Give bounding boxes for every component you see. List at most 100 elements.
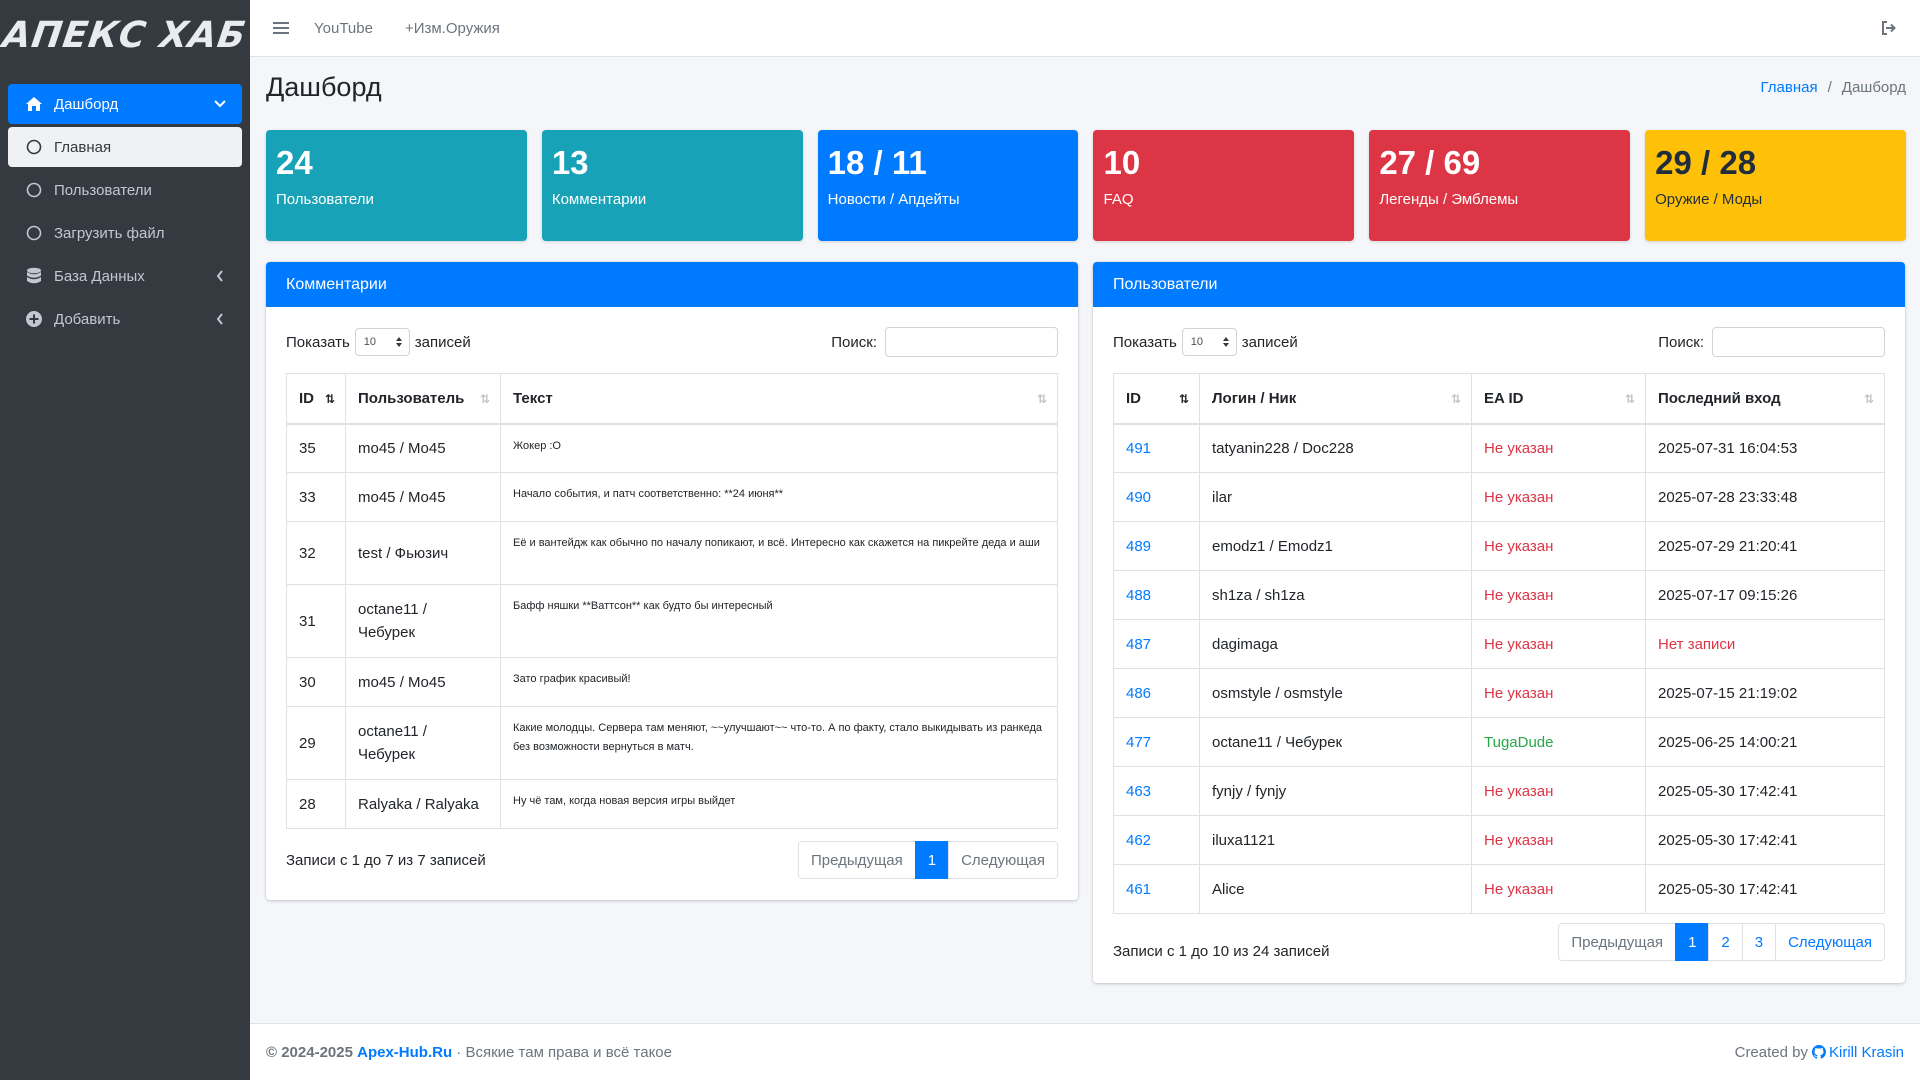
table-row[interactable]: 462 iluxa1121 Не указан 2025-05-30 17:42:41 [1113, 815, 1885, 865]
column-header-user[interactable]: Пользователь ⇅ [345, 373, 501, 425]
comments-length-select[interactable]: 10 [354, 328, 410, 356]
stat-box-comments[interactable]: 13 Комментарии [541, 130, 803, 241]
footer: © 2024-2025 Apex-Hub.Ru · Всякие там пра… [250, 1023, 1920, 1080]
cell-id-link[interactable]: 463 [1113, 766, 1200, 816]
cell-ea-id: Не указан [1471, 619, 1646, 669]
table-row[interactable]: 33 mo45 / Mo45 Начало события, и патч со… [286, 472, 1058, 522]
users-search-input[interactable] [1712, 327, 1885, 357]
page-1-button[interactable]: 1 [914, 841, 950, 879]
users-length-select[interactable]: 10 [1181, 328, 1237, 356]
column-header-id[interactable]: ID ⇅ [286, 373, 346, 425]
stat-box-weapons[interactable]: 29 / 28 Оружие / Моды [1645, 130, 1906, 241]
table-row[interactable]: 487 dagimaga Не указан Нет записи [1113, 619, 1885, 669]
sidebar-item-database[interactable]: База Данных [8, 256, 242, 296]
column-header-last-login[interactable]: Последний вход ⇅ [1645, 373, 1885, 425]
footer-created-by: Created by [1734, 1043, 1808, 1061]
stat-label: Легенды / Эмблемы [1379, 190, 1519, 208]
weapon-changes-link[interactable]: +Изм.Оружия [404, 19, 500, 37]
prev-page-button[interactable]: Предыдущая [1558, 923, 1677, 961]
next-page-button[interactable]: Следующая [1775, 923, 1885, 961]
sidebar-item-add[interactable]: Добавить [8, 299, 242, 339]
cell-user: octane11 / Чебурек [345, 584, 501, 658]
chevron-left-icon [214, 270, 226, 282]
stat-box-faq[interactable]: 10 FAQ [1093, 130, 1355, 241]
logout-icon[interactable] [1874, 13, 1904, 43]
footer-right: Created by Kirill Krasin [1735, 1044, 1904, 1061]
sidebar-item-dashboard[interactable]: Дашборд [8, 84, 242, 124]
cell-id-link[interactable]: 491 [1113, 423, 1200, 473]
cell-id: 33 [286, 472, 346, 522]
table-row[interactable]: 461 Alice Не указан 2025-05-30 17:42:41 [1113, 864, 1885, 914]
sidebar-item-label: База Данных [54, 267, 145, 285]
stat-value: 29 / 28 [1655, 144, 1757, 181]
table-row[interactable]: 32 test / Фьюзич Её и вантейдж как обычн… [286, 521, 1058, 585]
stat-label: Комментарии [551, 190, 647, 208]
comments-search-input[interactable] [885, 327, 1058, 357]
cell-last-login: 2025-07-29 21:20:41 [1645, 521, 1885, 571]
cell-last-login: 2025-07-31 16:04:53 [1645, 423, 1885, 473]
stat-label: FAQ [1103, 190, 1134, 208]
cell-id: 29 [286, 706, 346, 780]
table-row[interactable]: 490 ilar Не указан 2025-07-28 23:33:48 [1113, 472, 1885, 522]
cell-id-link[interactable]: 487 [1113, 619, 1200, 669]
cell-id-link[interactable]: 488 [1113, 570, 1200, 620]
users-length-control: Показать 10 записей [1113, 328, 1298, 356]
users-table-info: Записи с 1 до 10 из 24 записей [1113, 942, 1330, 960]
stat-box-news[interactable]: 18 / 11 Новости / Апдейты [817, 130, 1079, 241]
table-row[interactable]: 486 osmstyle / osmstyle Не указан 2025-07-1… [1113, 668, 1885, 718]
sort-desc-icon: ⇅ [1178, 392, 1189, 406]
comments-card-title: Комментарии [266, 262, 1078, 307]
cell-text: Какие молодцы. Сервера там меняют, ~~улу… [500, 706, 1058, 780]
sort-desc-icon: ⇅ [324, 392, 335, 406]
cell-id-link[interactable]: 461 [1113, 864, 1200, 914]
table-row[interactable]: 489 emodz1 / Emodz1 Не указан 2025-07-29 21… [1113, 521, 1885, 571]
table-row[interactable]: 28 Ralyaka / Ralyaka Ну чё там, когда но… [286, 779, 1058, 829]
footer-copyright: © 2024-2025 [266, 1043, 353, 1061]
table-row[interactable]: 30 mo45 / Mo45 Зато график красивый! [286, 657, 1058, 707]
table-row[interactable]: 35 mo45 / Mo45 Жокер :О [286, 423, 1058, 473]
stat-label: Новости / Апдейты [827, 190, 960, 208]
prev-page-button[interactable]: Предыдущая [798, 841, 916, 879]
column-header-ea-id[interactable]: EA ID ⇅ [1471, 373, 1646, 425]
cell-id-link[interactable]: 477 [1113, 717, 1200, 767]
cell-id-link[interactable]: 462 [1113, 815, 1200, 865]
page-2-button[interactable]: 2 [1708, 923, 1743, 961]
stat-label: Пользователи [276, 190, 374, 208]
breadcrumb-home-link[interactable]: Главная [1760, 79, 1818, 96]
footer-site-link[interactable]: Apex-Hub.Ru [357, 1043, 453, 1061]
page-3-button[interactable]: 3 [1741, 923, 1777, 961]
table-row[interactable]: 488 sh1za / sh1za Не указан 2025-07-17 09:1… [1113, 570, 1885, 620]
show-label: Показать [1113, 333, 1177, 351]
cell-id-link[interactable]: 489 [1113, 521, 1200, 571]
cell-ea-id: Не указан [1471, 570, 1646, 620]
cell-id-link[interactable]: 490 [1113, 472, 1200, 522]
stat-box-legends[interactable]: 27 / 69 Легенды / Эмблемы [1369, 130, 1631, 241]
hamburger-menu-icon[interactable] [266, 13, 296, 43]
column-header-login[interactable]: Логин / Ник ⇅ [1199, 373, 1472, 425]
stat-box-users[interactable]: 24 Пользователи [266, 130, 527, 241]
cell-ea-id: Не указан [1471, 864, 1646, 914]
table-row[interactable]: 477 octane11 / Чебурек TugaDude 2025-06-25 … [1113, 717, 1885, 767]
cell-id: 28 [286, 779, 346, 829]
cell-id-link[interactable]: 486 [1113, 668, 1200, 718]
sidebar-item-users[interactable]: Пользователи [8, 170, 242, 210]
cell-last-login: 2025-05-30 17:42:41 [1645, 766, 1885, 816]
table-row[interactable]: 31 octane11 / Чебурек Бафф няшки **Ваттс… [286, 584, 1058, 658]
comments-pagination: Предыдущая 1 Следующая [798, 841, 1058, 879]
footer-author-link[interactable]: Kirill Krasin [1828, 1043, 1904, 1061]
table-row[interactable]: 463 fynjy / fynjy Не указан 2025-05-30 17:4… [1113, 766, 1885, 816]
comments-search: Поиск: [831, 327, 1058, 357]
table-row[interactable]: 491 tatyanin228 / Doc228 Не указан 2025-07-… [1113, 423, 1885, 473]
brand-logo[interactable]: АПЕКС ХАБ [0, 0, 250, 70]
cell-login: tatyanin228 / Doc228 [1199, 423, 1472, 473]
page-1-button[interactable]: 1 [1675, 923, 1710, 961]
database-icon [24, 266, 44, 286]
sidebar-item-main[interactable]: Главная [8, 127, 242, 167]
youtube-link[interactable]: YouTube [314, 19, 373, 37]
table-row[interactable]: 29 octane11 / Чебурек Какие молодцы. Сер… [286, 706, 1058, 780]
circle-icon [24, 137, 44, 157]
column-header-text[interactable]: Текст ⇅ [500, 373, 1058, 425]
sidebar-item-upload[interactable]: Загрузить файл [8, 213, 242, 253]
next-page-button[interactable]: Следующая [948, 841, 1058, 879]
column-header-id[interactable]: ID ⇅ [1113, 373, 1200, 425]
